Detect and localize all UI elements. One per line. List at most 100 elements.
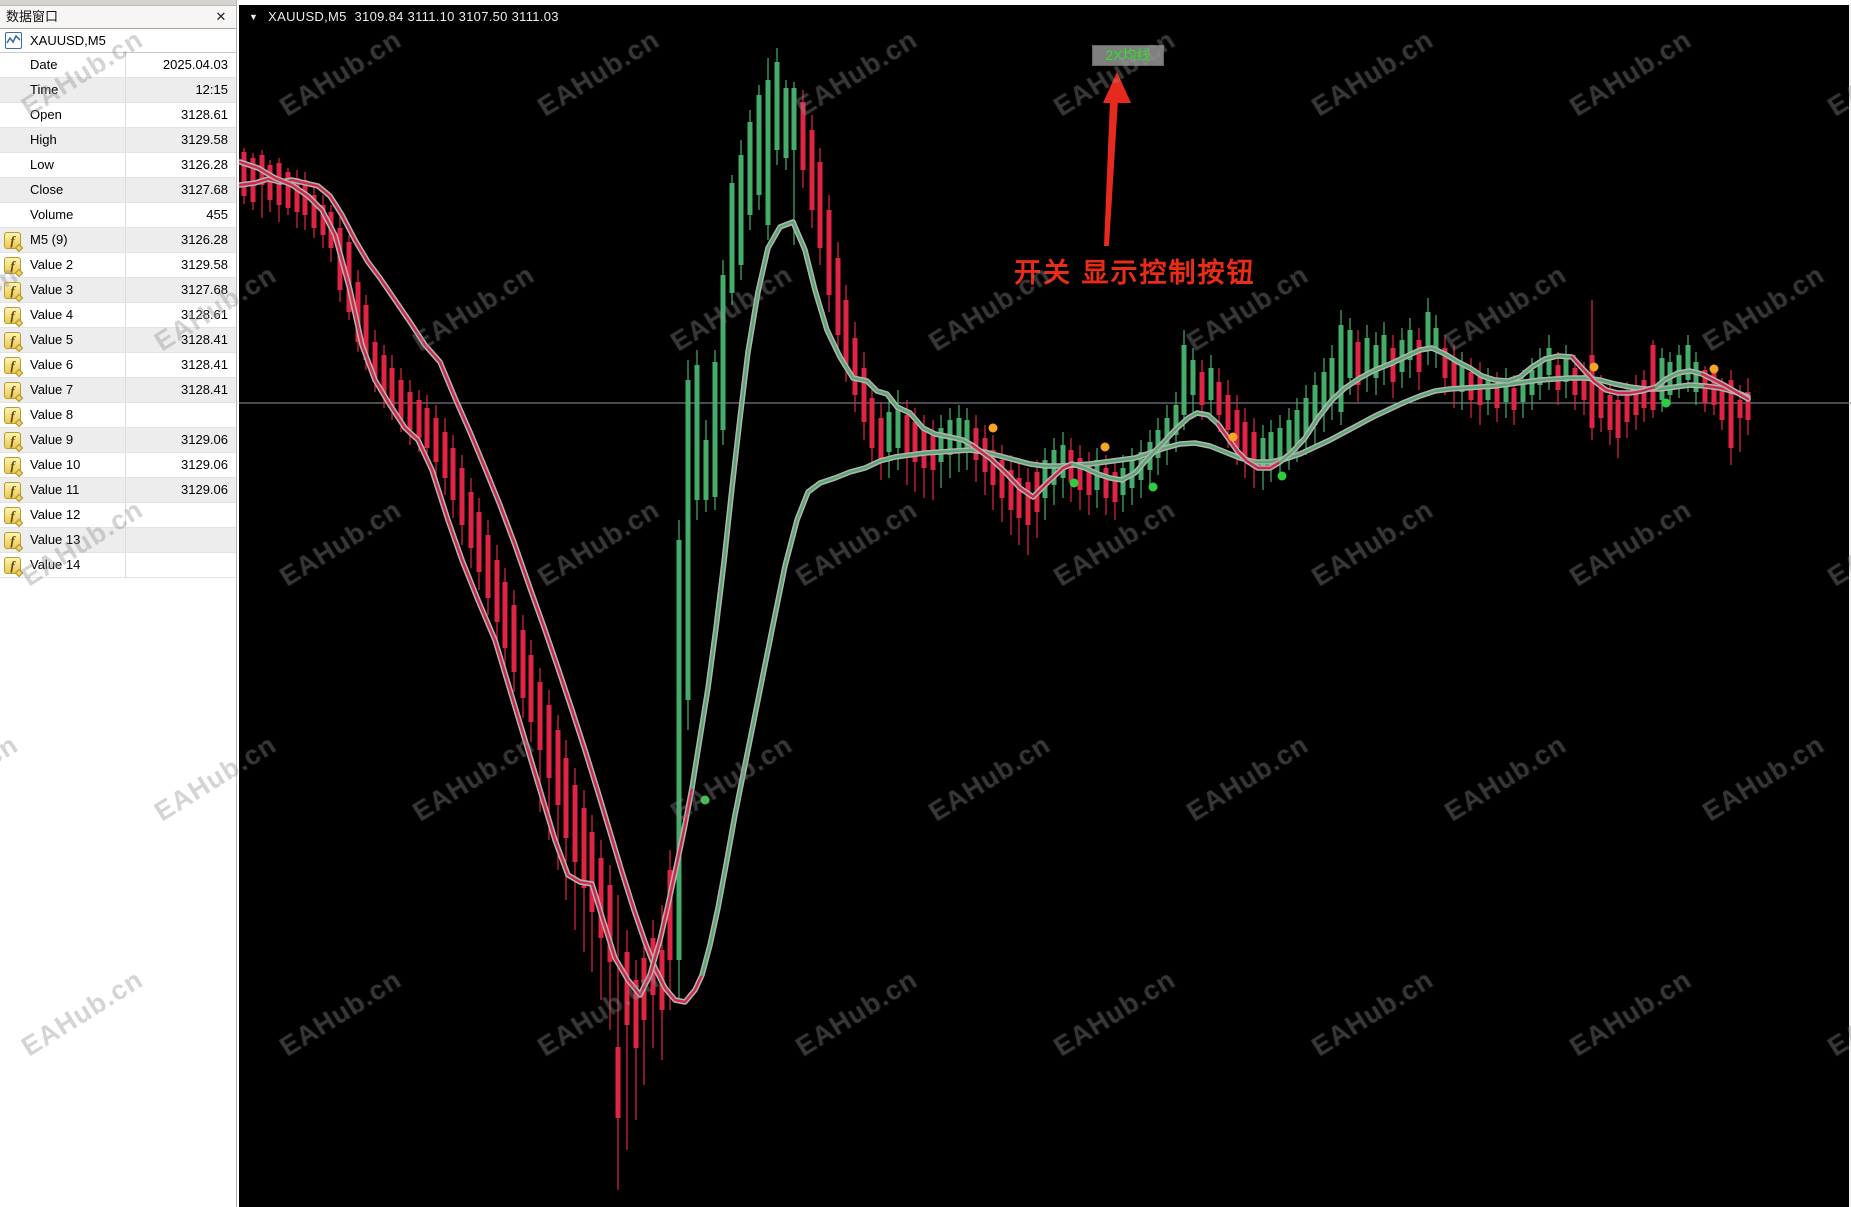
- symbol-label: XAUUSD,M5: [30, 33, 106, 48]
- chart-line-icon: [5, 32, 22, 49]
- data-window-panel: 数据窗口 ✕ XAUUSD,M5 Date 2025.04.03 Time 12:15…: [0, 0, 237, 1207]
- column-divider: [125, 278, 126, 302]
- table-row[interactable]: High 3129.58: [0, 128, 236, 153]
- row-label: Value 14: [30, 557, 81, 572]
- indicator-function-icon: f: [4, 407, 24, 428]
- row-value: 3128.41: [181, 357, 228, 372]
- column-divider: [125, 303, 126, 327]
- row-label: Volume: [30, 207, 74, 222]
- indicator-function-icon: f: [4, 257, 24, 278]
- row-label: Time: [30, 82, 59, 97]
- column-divider: [125, 403, 126, 427]
- column-divider: [125, 428, 126, 452]
- table-row[interactable]: f M5 (9) 3126.28: [0, 228, 236, 253]
- table-row[interactable]: f Value 9 3129.06: [0, 428, 236, 453]
- table-row[interactable]: f Value 11 3129.06: [0, 478, 236, 503]
- indicator-function-icon: f: [4, 282, 24, 303]
- column-divider: [125, 453, 126, 477]
- table-row[interactable]: Open 3128.61: [0, 103, 236, 128]
- table-row[interactable]: f Value 4 3128.61: [0, 303, 236, 328]
- row-value: 3127.68: [181, 182, 228, 197]
- row-label: Value 13: [30, 532, 81, 547]
- table-row[interactable]: f Value 13: [0, 528, 236, 553]
- row-label: Value 9: [30, 432, 74, 447]
- table-row[interactable]: Date 2025.04.03: [0, 53, 236, 78]
- indicator-function-icon: f: [4, 457, 24, 478]
- chart-title: ▼ XAUUSD,M5 3109.84 3111.10 3107.50 3111…: [249, 9, 559, 24]
- table-row[interactable]: Time 12:15: [0, 78, 236, 103]
- column-divider: [125, 528, 126, 552]
- column-divider: [125, 328, 126, 352]
- indicator-function-icon: f: [4, 307, 24, 328]
- column-divider: [125, 253, 126, 277]
- row-label: Low: [30, 157, 54, 172]
- column-divider: [125, 553, 126, 577]
- row-value: 2025.04.03: [162, 57, 228, 72]
- table-row[interactable]: f Value 8: [0, 403, 236, 428]
- row-value: 3128.41: [181, 382, 228, 397]
- column-divider: [125, 103, 126, 127]
- table-row[interactable]: Volume 455: [0, 203, 236, 228]
- column-divider: [125, 353, 126, 377]
- chart-symbol: XAUUSD,M5: [268, 9, 347, 24]
- row-label: Value 11: [30, 482, 80, 497]
- table-row[interactable]: f Value 12: [0, 503, 236, 528]
- table-row[interactable]: f Value 3 3127.68: [0, 278, 236, 303]
- row-label: Open: [30, 107, 62, 122]
- close-icon[interactable]: ✕: [215, 9, 227, 24]
- indicator-function-icon: f: [4, 482, 24, 503]
- table-row[interactable]: Low 3126.28: [0, 153, 236, 178]
- row-label: Value 10: [30, 457, 81, 472]
- row-value: 3126.28: [181, 232, 228, 247]
- candlestick-plot: [239, 48, 1851, 1190]
- table-row[interactable]: f Value 5 3128.41: [0, 328, 236, 353]
- indicator-function-icon: f: [4, 357, 24, 378]
- column-divider: [125, 378, 126, 402]
- table-row[interactable]: Close 3127.68: [0, 178, 236, 203]
- table-row[interactable]: f Value 2 3129.58: [0, 253, 236, 278]
- row-label: Close: [30, 182, 64, 197]
- column-divider: [125, 478, 126, 502]
- row-value: 3129.06: [181, 482, 228, 497]
- column-divider: [125, 228, 126, 252]
- symbol-row[interactable]: XAUUSD,M5: [0, 29, 236, 53]
- row-label: Value 3: [30, 282, 74, 297]
- indicator-function-icon: f: [4, 532, 24, 553]
- row-value: 3128.61: [181, 307, 228, 322]
- row-value: 3129.58: [181, 257, 228, 272]
- row-value: 3128.61: [181, 107, 228, 122]
- row-label: M5 (9): [30, 232, 68, 247]
- column-divider: [125, 53, 126, 77]
- column-divider: [125, 128, 126, 152]
- row-label: Value 8: [30, 407, 74, 422]
- ma-toggle-button[interactable]: 2X均线: [1092, 45, 1164, 66]
- row-label: Value 5: [30, 332, 74, 347]
- indicator-function-icon: f: [4, 507, 24, 528]
- indicator-function-icon: f: [4, 232, 24, 253]
- row-value: 3126.28: [181, 157, 228, 172]
- row-value: 3129.06: [181, 432, 228, 447]
- data-window-titlebar[interactable]: 数据窗口 ✕: [0, 6, 236, 29]
- chevron-down-icon: ▼: [249, 12, 259, 22]
- indicator-function-icon: f: [4, 432, 24, 453]
- table-row[interactable]: f Value 14: [0, 553, 236, 578]
- row-value: 3129.06: [181, 457, 228, 472]
- row-value: 3127.68: [181, 282, 228, 297]
- column-divider: [125, 503, 126, 527]
- annotation-arrow: [1103, 72, 1131, 246]
- table-row[interactable]: f Value 10 3129.06: [0, 453, 236, 478]
- chart-area[interactable]: ▼ XAUUSD,M5 3109.84 3111.10 3107.50 3111…: [239, 5, 1851, 1207]
- row-label: Value 6: [30, 357, 74, 372]
- row-label: Value 2: [30, 257, 74, 272]
- data-window-rows: Date 2025.04.03 Time 12:15 Open 3128.61 High 31…: [0, 53, 236, 578]
- annotation-text: 开关 显示控制按钮: [1014, 258, 1256, 288]
- column-divider: [125, 203, 126, 227]
- indicator-function-icon: f: [4, 332, 24, 353]
- table-row[interactable]: f Value 6 3128.41: [0, 353, 236, 378]
- row-value: 455: [206, 207, 228, 222]
- row-label: Value 4: [30, 307, 74, 322]
- row-label: Date: [30, 57, 58, 72]
- table-row[interactable]: f Value 7 3128.41: [0, 378, 236, 403]
- row-label: High: [30, 132, 57, 147]
